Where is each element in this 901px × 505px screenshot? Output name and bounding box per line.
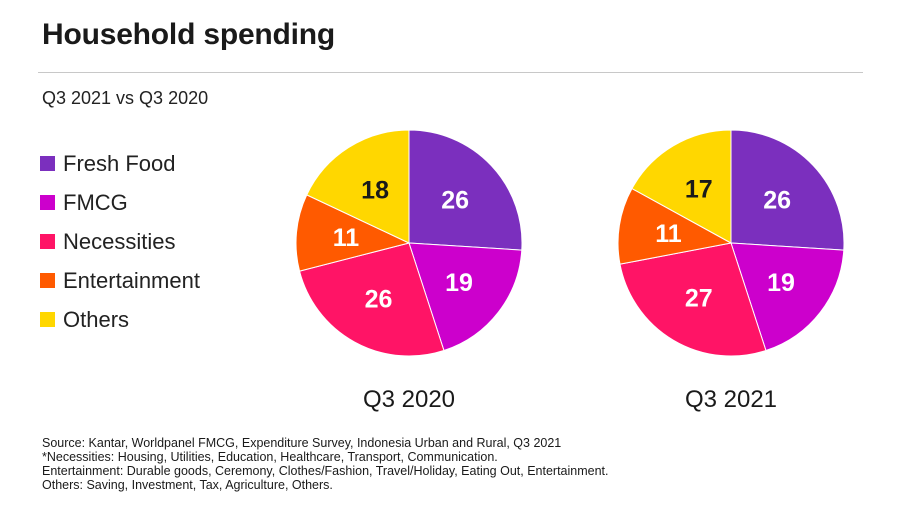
footnote-others: Others: Saving, Investment, Tax, Agricul… — [42, 478, 333, 492]
slice-label-entertainment: 11 — [655, 220, 682, 248]
legend-swatch-fresh-food — [40, 156, 55, 171]
slice-others — [631, 129, 732, 244]
slice-fresh-food — [408, 129, 523, 251]
legend-swatch-fmcg — [40, 195, 55, 210]
legend-swatch-entertainment — [40, 273, 55, 288]
pie-caption-q3-2021: Q3 2021 — [685, 386, 777, 413]
legend-item-necessities: Necessities — [40, 222, 200, 261]
title-divider — [38, 72, 863, 73]
legend-item-fresh-food: Fresh Food — [40, 144, 200, 183]
chart-subtitle: Q3 2021 vs Q3 2020 — [42, 88, 209, 108]
slice-necessities — [619, 242, 767, 357]
slice-label-fmcg: 19 — [767, 269, 795, 297]
legend-label-fresh-food: Fresh Food — [63, 150, 176, 176]
legend-item-fmcg: FMCG — [40, 183, 200, 222]
slice-necessities — [298, 242, 445, 357]
slice-fresh-food — [730, 129, 845, 251]
slice-label-others: 17 — [685, 176, 713, 204]
footnote-source: Source: Kantar, Worldpanel FMCG, Expendi… — [42, 436, 562, 450]
chart-title: Household spending — [42, 18, 336, 51]
slice-label-necessities: 26 — [365, 285, 393, 313]
slice-entertainment — [295, 194, 411, 272]
slice-entertainment — [617, 187, 733, 265]
legend-label-entertainment: Entertainment — [63, 267, 200, 293]
legend: Fresh Food FMCG Necessities Entertainmen… — [40, 144, 200, 339]
legend-label-others: Others — [63, 306, 130, 332]
legend-label-fmcg: FMCG — [63, 189, 128, 215]
legend-item-others: Others — [40, 300, 200, 339]
slice-label-fresh-food: 26 — [441, 187, 469, 215]
slice-fmcg — [408, 242, 523, 352]
footnote-entertainment: Entertainment: Durable goods, Ceremony, … — [42, 464, 609, 478]
footnotes: Source: Kantar, Worldpanel FMCG, Expendi… — [42, 436, 609, 492]
slice-label-others: 18 — [361, 177, 389, 205]
slice-others — [306, 129, 410, 244]
slice-label-entertainment: 11 — [333, 224, 360, 252]
slice-label-fmcg: 19 — [445, 269, 473, 297]
footnote-necessities: *Necessities: Housing, Utilities, Educat… — [42, 450, 498, 464]
slice-label-fresh-food: 26 — [763, 187, 791, 215]
legend-label-necessities: Necessities — [63, 228, 176, 254]
slice-fmcg — [730, 242, 845, 352]
pie-caption-q3-2020: Q3 2020 — [363, 386, 455, 413]
slice-label-necessities: 27 — [685, 284, 713, 312]
legend-swatch-others — [40, 312, 55, 327]
legend-swatch-necessities — [40, 234, 55, 249]
legend-item-entertainment: Entertainment — [40, 261, 200, 300]
